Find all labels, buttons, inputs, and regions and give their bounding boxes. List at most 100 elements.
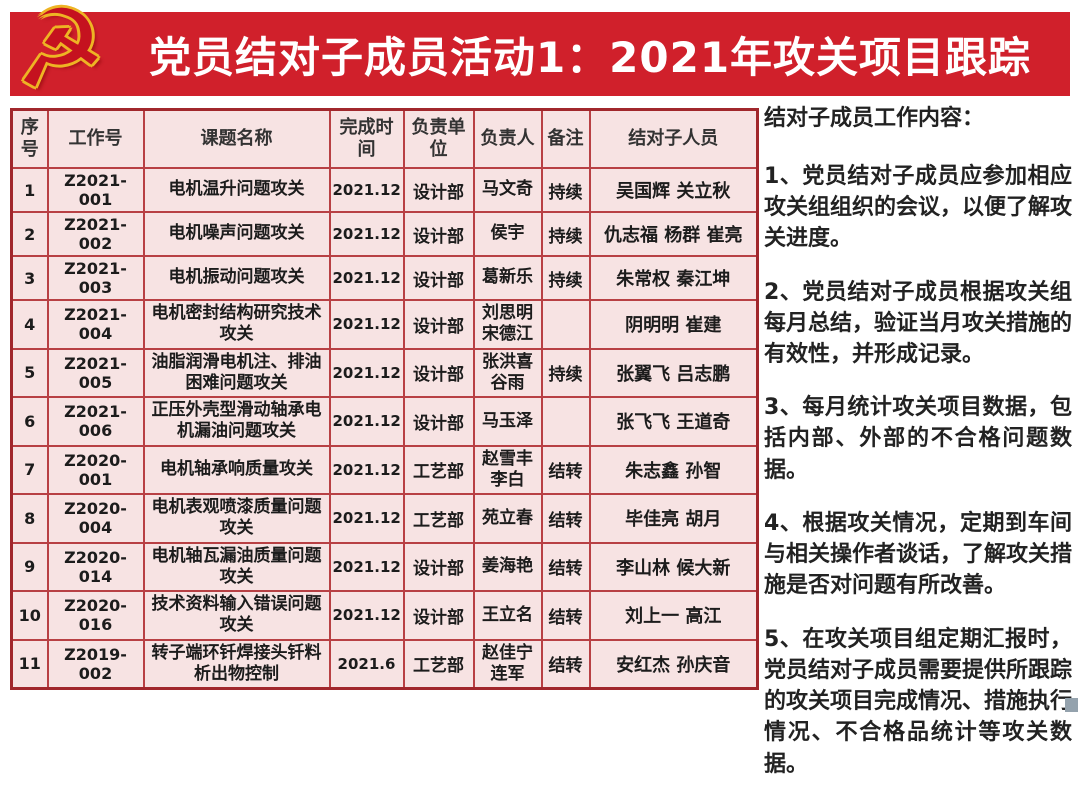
cell-unit: 设计部	[402, 396, 475, 447]
cell-remark: 结转	[540, 444, 591, 495]
cell-topic: 电机表观喷漆质量问题攻关	[142, 493, 331, 544]
cell-unit: 工艺部	[402, 638, 475, 690]
cell-owner: 张洪喜 谷雨	[472, 347, 543, 398]
cell-remark: 持续	[540, 211, 591, 257]
panel-item-3: 3、每月统计攻关项目数据，包括内部、外部的不合格问题数据。	[764, 395, 1072, 483]
cell-deadline: 2021.12	[328, 167, 405, 213]
table-row: 5 Z2021-005 油脂润滑电机注、排油困难问题攻关 2021.12 设计部 张洪喜 …	[10, 347, 759, 398]
cell-unit: 设计部	[402, 347, 475, 398]
cell-unit: 设计部	[402, 590, 475, 641]
cell-work_no: Z2021-005	[46, 347, 145, 398]
project-tracking-table: 序号 工作号 课题名称 完成时间 负责单位 负责人 备注 结对子人员 1 Z2021-001 电机…	[10, 108, 759, 690]
table-header-row: 序号 工作号 课题名称 完成时间 负责单位 负责人 备注 结对子人员	[10, 108, 759, 169]
cell-unit: 设计部	[402, 255, 475, 301]
cell-work_no: Z2020-004	[46, 493, 145, 544]
cell-unit: 设计部	[402, 167, 475, 213]
cell-deadline: 2021.6	[328, 638, 405, 690]
cell-work_no: Z2020-014	[46, 541, 145, 592]
cell-remark: 结转	[540, 638, 591, 690]
cell-unit: 工艺部	[402, 444, 475, 495]
cell-owner: 刘思明 宋德江	[472, 299, 543, 350]
cell-deadline: 2021.12	[328, 299, 405, 350]
cell-owner: 赵佳宁 连军	[472, 638, 543, 690]
column-header-unit: 负责单位	[402, 108, 475, 169]
panel-item-4: 4、根据攻关情况，定期到车间与相关操作者谈话，了解攻关措施是否对问题有所改善。	[764, 510, 1073, 599]
cell-deadline: 2021.12	[328, 493, 405, 544]
cell-remark: 持续	[540, 255, 591, 301]
page-title: 党员结对子成员活动1：2021年攻关项目跟踪	[148, 32, 1032, 82]
cell-no: 1	[10, 167, 49, 213]
cell-pair: 吴国辉 关立秋	[588, 167, 759, 213]
cell-no: 3	[10, 255, 49, 301]
cell-pair: 李山林 候大新	[588, 541, 759, 592]
cell-no: 10	[10, 590, 49, 641]
cell-work_no: Z2021-004	[46, 299, 145, 350]
cell-owner: 侯宇	[472, 211, 543, 257]
cell-work_no: Z2021-003	[46, 255, 145, 301]
title-banner: ☭ 党员结对子成员活动1：2021年攻关项目跟踪	[6, 0, 1070, 114]
cell-remark: 结转	[540, 541, 591, 592]
cell-no: 8	[10, 493, 49, 544]
cell-remark: 持续	[540, 167, 591, 213]
cell-pair: 刘上一 高江	[588, 590, 759, 641]
cell-work_no: Z2020-016	[46, 590, 145, 641]
table-row: 4 Z2021-004 电机密封结构研究技术攻关 2021.12 设计部 刘思明 宋德江阴…	[10, 299, 759, 350]
cell-no: 2	[10, 211, 49, 257]
work-content-panel: 结对子成员工作内容： 1、党员结对子成员应参加相应攻关组组织的会议，以便了解攻关…	[764, 104, 1072, 802]
cell-pair: 安红杰 孙庆音	[588, 638, 759, 690]
cell-deadline: 2021.12	[328, 541, 405, 592]
column-header-work_no: 工作号	[46, 108, 145, 169]
cell-owner: 赵雪丰 李白	[472, 444, 543, 495]
cell-deadline: 2021.12	[328, 347, 405, 398]
cell-no: 11	[10, 638, 49, 690]
cell-deadline: 2021.12	[328, 255, 405, 301]
cell-unit: 设计部	[402, 211, 475, 257]
cell-no: 9	[10, 541, 49, 592]
cell-owner: 姜海艳	[472, 541, 543, 592]
column-header-topic: 课题名称	[142, 108, 331, 169]
cell-pair: 阴明明 崔建	[588, 299, 759, 350]
cell-owner: 王立名	[472, 590, 543, 641]
cell-pair: 毕佳亮 胡月	[588, 493, 759, 544]
cell-owner: 苑立春	[472, 493, 543, 544]
table-row: 11 Z2019-002 转子端环钎焊接头钎料析出物控制 2021.6 工艺部 赵佳宁 连…	[10, 638, 759, 690]
cell-owner: 马玉泽	[472, 396, 543, 447]
cell-pair: 朱常权 秦江坤	[588, 255, 759, 301]
cell-deadline: 2021.12	[328, 590, 405, 641]
cell-remark: 结转	[540, 493, 591, 544]
cell-work_no: Z2021-006	[46, 396, 145, 447]
cell-unit: 工艺部	[402, 493, 475, 544]
cell-deadline: 2021.12	[328, 444, 405, 495]
cell-deadline: 2021.12	[328, 211, 405, 257]
cell-work_no: Z2019-002	[46, 638, 145, 690]
cell-work_no: Z2021-001	[46, 167, 145, 213]
cell-topic: 电机温升问题攻关	[142, 167, 331, 213]
table-row: 3 Z2021-003 电机振动问题攻关 2021.12 设计部 葛新乐 持续 朱常权 秦江坤	[10, 255, 759, 301]
column-header-owner: 负责人	[472, 108, 543, 169]
table-row: 9 Z2020-014 电机轴瓦漏油质量问题攻关 2021.12 设计部 姜海艳 结转 李山林…	[10, 541, 759, 592]
panel-item-1: 1、党员结对子成员应参加相应攻关组组织的会议，以便了解攻关进度。	[764, 163, 1073, 252]
cell-topic: 电机密封结构研究技术攻关	[142, 299, 331, 350]
cell-unit: 设计部	[402, 299, 475, 350]
cell-owner: 葛新乐	[472, 255, 543, 301]
cell-pair: 朱志鑫 孙智	[588, 444, 759, 495]
cell-topic: 转子端环钎焊接头钎料析出物控制	[142, 638, 331, 690]
cell-topic: 电机噪声问题攻关	[142, 211, 331, 257]
table-row: 7 Z2020-001 电机轴承响质量攻关 2021.12 工艺部 赵雪丰 李白 结转 朱志鑫…	[10, 444, 759, 495]
table-row: 6 Z2021-006 正压外壳型滑动轴承电机漏油问题攻关 2021.12 设计部 马玉泽…	[10, 396, 759, 447]
table-row: 8 Z2020-004 电机表观喷漆质量问题攻关 2021.12 工艺部 苑立春 结转 毕佳亮…	[10, 493, 759, 544]
cell-remark	[540, 396, 591, 447]
cell-topic: 正压外壳型滑动轴承电机漏油问题攻关	[142, 396, 331, 447]
cell-remark	[540, 299, 591, 350]
cell-pair: 张飞飞 王道奇	[588, 396, 759, 447]
cell-no: 4	[10, 299, 49, 350]
column-header-deadline: 完成时间	[328, 108, 405, 169]
cell-no: 6	[10, 396, 49, 447]
cell-owner: 马文奇	[472, 167, 543, 213]
gray-corner-mark	[1065, 698, 1078, 712]
cell-no: 7	[10, 444, 49, 495]
cell-topic: 电机轴承响质量攻关	[142, 444, 331, 495]
panel-item-2: 2、党员结对子成员根据攻关组每月总结，验证当月攻关措施的有效性，并形成记录。	[764, 279, 1073, 367]
cell-topic: 电机振动问题攻关	[142, 255, 331, 301]
cell-remark: 持续	[540, 347, 591, 398]
